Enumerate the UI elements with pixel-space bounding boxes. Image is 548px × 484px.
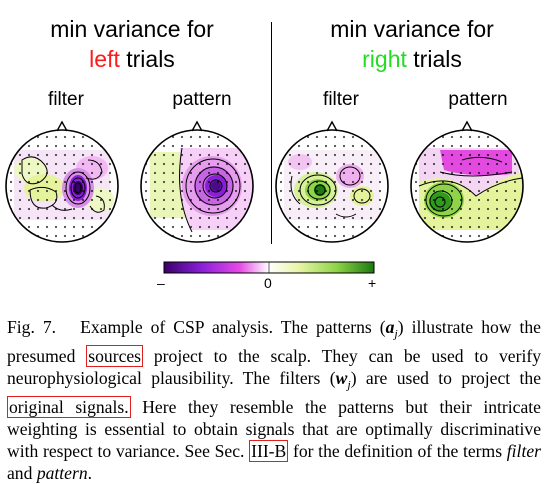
panel-divider bbox=[271, 22, 272, 244]
term-filter: filter bbox=[506, 441, 541, 462]
scalp-map-filter-left bbox=[5, 120, 119, 243]
figure-caption: Fig. 7. Example of CSP analysis. The pat… bbox=[7, 316, 541, 484]
csp-figure: min variance for left trials min varianc… bbox=[2, 14, 542, 291]
caption-text-7: and bbox=[7, 463, 37, 484]
term-pattern: pattern bbox=[36, 463, 88, 484]
title-right-rest: trials bbox=[406, 46, 462, 72]
colorbar-min-label: – bbox=[157, 275, 165, 291]
caption-text-3: project to the scalp. They can be used t… bbox=[7, 345, 541, 388]
caption-text-8: . bbox=[87, 463, 93, 484]
caption-text-1: Example of CSP analysis. The patterns ( bbox=[80, 317, 386, 337]
filter-symbol: w bbox=[335, 367, 348, 388]
title-right-colored-word: right bbox=[362, 46, 407, 72]
pattern-symbol: a bbox=[385, 317, 395, 337]
title-right-trials: min variance for right trials bbox=[282, 14, 542, 74]
caption-text-4: ) are used to project the bbox=[350, 367, 542, 388]
caption-text-5: Here they resemble the patterns but thei… bbox=[7, 396, 541, 462]
title-left-colored-word: left bbox=[89, 46, 120, 72]
caption-text-2: ) illustrate how the presumed bbox=[7, 317, 541, 366]
scalp-map-pattern-right bbox=[410, 120, 524, 243]
colorbar-mid-label: 0 bbox=[264, 275, 272, 291]
pattern-subscript: j bbox=[394, 326, 398, 341]
scalp-map-filter-right bbox=[275, 120, 389, 243]
title-left-trials: min variance for left trials bbox=[2, 14, 262, 74]
title-right-line1: min variance for bbox=[330, 16, 494, 42]
colorbar-max-label: + bbox=[368, 275, 377, 291]
highlight-sources: sources bbox=[86, 344, 144, 367]
caption-text-6: for the definition of the terms bbox=[288, 441, 507, 462]
label-pattern-right: pattern bbox=[448, 89, 508, 110]
scalp-maps bbox=[5, 120, 524, 274]
label-filter-right: filter bbox=[323, 89, 359, 110]
title-left-rest: trials bbox=[119, 46, 175, 72]
highlight-section-ref: III-B bbox=[249, 440, 289, 463]
scalp-map-pattern-left bbox=[140, 120, 254, 243]
filter-subscript: j bbox=[347, 377, 351, 392]
figure-label: Fig. 7. bbox=[7, 317, 57, 337]
title-left-line1: min variance for bbox=[50, 16, 214, 42]
label-filter-left: filter bbox=[48, 89, 84, 110]
label-pattern-left: pattern bbox=[172, 89, 232, 110]
colorbar bbox=[163, 261, 375, 274]
highlight-original-signals: original signals. bbox=[7, 395, 131, 418]
